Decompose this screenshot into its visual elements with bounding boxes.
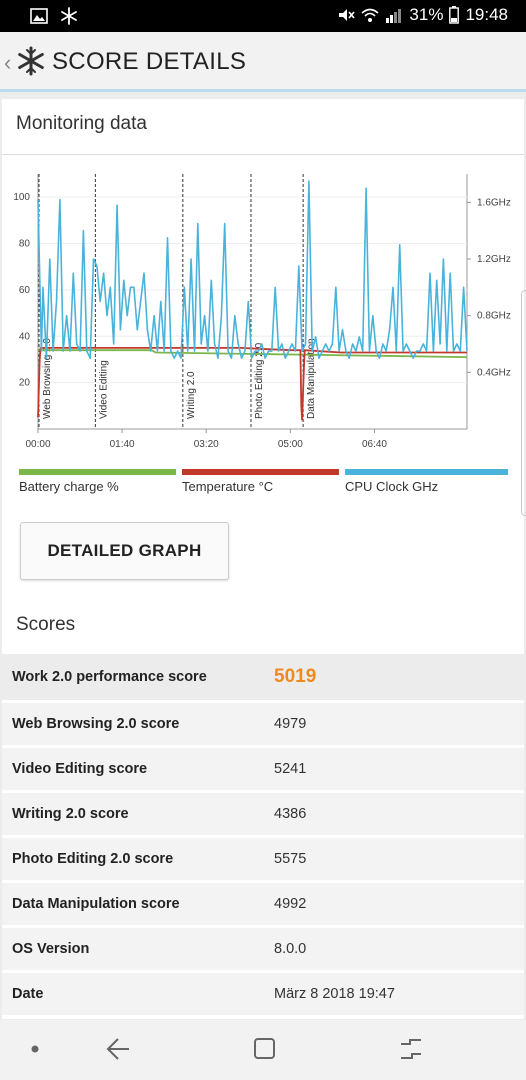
row-value: 8.0.0 xyxy=(274,941,307,957)
legend-swatch xyxy=(182,469,339,475)
detailed-graph-button[interactable]: DETAILED GRAPH xyxy=(20,522,229,580)
signal-icon xyxy=(386,9,402,23)
x-tick-label: 03:20 xyxy=(194,439,219,450)
legend-label: Battery charge % xyxy=(19,479,119,494)
table-row: Date März 8 2018 19:47 xyxy=(2,973,524,1015)
phase-label: Data Manipulation xyxy=(306,338,317,419)
phase-label: Writing 2.0 xyxy=(186,371,197,419)
legend-swatch xyxy=(19,469,176,475)
divider xyxy=(2,154,524,155)
x-tick-label: 01:40 xyxy=(110,439,135,450)
y-left-tick-label: 20 xyxy=(19,378,31,389)
gallery-icon xyxy=(30,8,48,24)
row-label: Date xyxy=(12,986,44,1002)
row-value: 4992 xyxy=(274,896,307,912)
status-time: 19:48 xyxy=(465,5,508,24)
status-bar: 31% 19:48 xyxy=(0,0,526,32)
table-row: Data Manipulation score 4992 xyxy=(2,883,524,925)
row-value: 5019 xyxy=(274,666,317,687)
legend-swatch xyxy=(345,469,508,475)
battery-series-line xyxy=(38,349,468,358)
phase-label: Web Browsing 2.0 xyxy=(42,338,53,419)
row-value: 4979 xyxy=(274,716,307,732)
scores-title: Scores xyxy=(16,614,76,635)
y-left-tick-label: 40 xyxy=(19,331,31,342)
app-bar: ‹ SCORE DETAILS xyxy=(0,32,526,92)
legend-temperature: Temperature °C xyxy=(182,469,339,494)
y-left-tick-label: 80 xyxy=(19,239,31,250)
mute-icon xyxy=(339,9,356,21)
x-tick-label: 05:00 xyxy=(278,439,303,450)
row-value: 4386 xyxy=(274,806,307,822)
x-tick-label: 00:00 xyxy=(25,439,50,450)
row-label: Data Manipulation score xyxy=(12,896,180,912)
snowflake-logo-icon xyxy=(18,46,44,76)
row-label: Work 2.0 performance score xyxy=(12,669,207,685)
legend-battery: Battery charge % xyxy=(19,469,176,494)
table-row: Writing 2.0 score 4386 xyxy=(2,793,524,835)
y-right-tick-label: 1.6GHz xyxy=(477,197,511,208)
score-details-card: Monitoring data Web Browsing 2.0 Video Ed… xyxy=(2,99,524,1019)
row-label: Video Editing score xyxy=(12,761,148,777)
table-row: Photo Editing 2.0 score 5575 xyxy=(2,838,524,880)
dot-icon[interactable] xyxy=(28,1042,42,1056)
legend-label: CPU Clock GHz xyxy=(345,479,439,494)
home-square-icon[interactable] xyxy=(252,1036,278,1062)
table-row: OS Version 8.0.0 xyxy=(2,928,524,970)
snowflake-icon xyxy=(61,7,77,25)
y-left-tick-label: 60 xyxy=(19,285,31,296)
page-title: SCORE DETAILS xyxy=(52,48,247,75)
cpu-clock-series-line xyxy=(37,180,468,359)
monitoring-chart: Web Browsing 2.0 Video Editing Writing 2.0… xyxy=(13,174,511,450)
recents-icon[interactable] xyxy=(398,1036,424,1062)
chart-ticks: 20 40 60 80 100 0.4GHz 0.8GHz 1.2GHz 1.6GHz 00:00… xyxy=(13,192,511,450)
legend-label: Temperature °C xyxy=(182,479,274,494)
battery-percent: 31% xyxy=(409,5,444,24)
table-row: Web Browsing 2.0 score 4979 xyxy=(2,703,524,745)
table-row: Video Editing score 5241 xyxy=(2,748,524,790)
y-left-tick-label: 100 xyxy=(13,192,30,203)
x-tick-label: 06:40 xyxy=(362,439,387,450)
monitoring-title: Monitoring data xyxy=(16,113,147,134)
y-right-tick-label: 0.4GHz xyxy=(477,367,511,378)
row-label: OS Version xyxy=(12,941,90,957)
row-label: Web Browsing 2.0 score xyxy=(12,716,180,732)
row-value: März 8 2018 19:47 xyxy=(274,986,395,1002)
row-label: Writing 2.0 score xyxy=(12,806,129,822)
chevron-left-icon[interactable]: ‹ xyxy=(4,50,12,75)
scroll-indicator[interactable] xyxy=(521,290,526,516)
row-label: Photo Editing 2.0 score xyxy=(12,851,174,867)
y-right-tick-label: 0.8GHz xyxy=(477,311,511,322)
phase-label: Video Editing xyxy=(98,360,109,419)
chart-series xyxy=(37,180,468,421)
legend-cpu-clock: CPU Clock GHz xyxy=(345,469,508,494)
scores-table: Work 2.0 performance score 5019 Web Brow… xyxy=(2,654,524,1018)
back-arrow-icon[interactable] xyxy=(104,1036,132,1062)
wifi-icon xyxy=(361,8,379,22)
navigation-bar xyxy=(0,1020,526,1080)
y-right-tick-label: 1.2GHz xyxy=(477,254,511,265)
table-row: Work 2.0 performance score 5019 xyxy=(2,654,524,700)
row-value: 5575 xyxy=(274,851,307,867)
battery-icon xyxy=(449,6,460,24)
row-value: 5241 xyxy=(274,761,307,777)
phase-label: Photo Editing 2.0 xyxy=(254,342,265,419)
